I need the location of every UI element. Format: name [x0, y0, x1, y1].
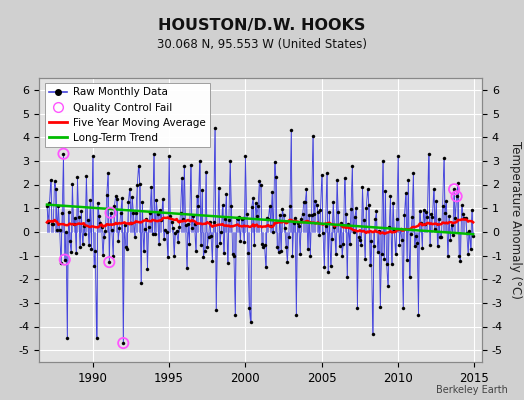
Text: Berkeley Earth: Berkeley Earth — [436, 385, 508, 395]
Long-Term Trend — [283, 219, 289, 224]
Quality Control Fail — [106, 210, 115, 216]
Text: HOUSTON/D.W. HOOKS: HOUSTON/D.W. HOOKS — [158, 18, 366, 33]
Text: 30.068 N, 95.553 W (United States): 30.068 N, 95.553 W (United States) — [157, 38, 367, 51]
Quality Control Fail — [61, 256, 69, 263]
Raw Monthly Data — [286, 235, 292, 240]
Raw Monthly Data — [400, 305, 406, 310]
Quality Control Fail — [119, 340, 127, 346]
Five Year Moving Average — [165, 215, 171, 220]
Line: Long-Term Trend: Long-Term Trend — [47, 205, 473, 234]
Quality Control Fail — [450, 186, 458, 192]
Line: Raw Monthly Data: Raw Monthly Data — [46, 126, 475, 344]
Long-Term Trend — [470, 232, 476, 237]
Quality Control Fail — [59, 150, 68, 157]
Five Year Moving Average — [44, 220, 50, 225]
Five Year Moving Average — [400, 228, 406, 233]
Long-Term Trend — [44, 202, 50, 207]
Raw Monthly Data — [470, 234, 476, 239]
Long-Term Trend — [138, 209, 144, 214]
Five Year Moving Average — [381, 231, 387, 236]
Long-Term Trend — [171, 211, 177, 216]
Long-Term Trend — [398, 227, 404, 232]
Five Year Moving Average — [172, 218, 179, 222]
Line: Five Year Moving Average: Five Year Moving Average — [47, 218, 473, 234]
Raw Monthly Data — [44, 204, 50, 209]
Five Year Moving Average — [284, 220, 290, 225]
Five Year Moving Average — [470, 220, 476, 225]
Y-axis label: Temperature Anomaly (°C): Temperature Anomaly (°C) — [509, 141, 522, 299]
Raw Monthly Data — [212, 125, 218, 130]
Legend: Raw Monthly Data, Quality Control Fail, Five Year Moving Average, Long-Term Tren: Raw Monthly Data, Quality Control Fail, … — [45, 83, 210, 147]
Five Year Moving Average — [395, 228, 401, 232]
Quality Control Fail — [452, 193, 461, 200]
Long-Term Trend — [49, 202, 55, 207]
Five Year Moving Average — [49, 218, 55, 223]
Five Year Moving Average — [138, 220, 144, 225]
Raw Monthly Data — [395, 154, 401, 158]
Raw Monthly Data — [49, 222, 55, 226]
Long-Term Trend — [392, 226, 399, 231]
Raw Monthly Data — [120, 341, 126, 346]
Raw Monthly Data — [172, 230, 179, 235]
Raw Monthly Data — [139, 200, 146, 204]
Quality Control Fail — [105, 259, 114, 265]
